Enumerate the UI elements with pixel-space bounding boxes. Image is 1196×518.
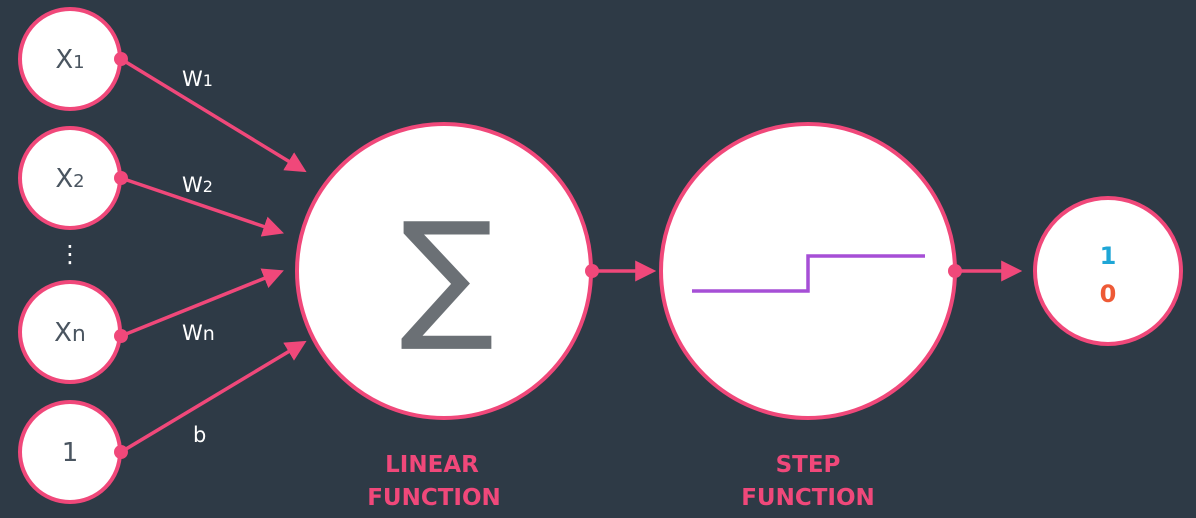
weight-label-w1: W1 [182, 67, 213, 91]
input-node-x1: X1 [18, 7, 122, 111]
weight-label-b: b [193, 423, 206, 447]
input-node-xn: Xn [18, 280, 122, 384]
step-function-icon [692, 254, 925, 293]
weight-label-wn: Wn [182, 321, 215, 345]
edge-x1-linear [120, 57, 307, 173]
step-function-node [659, 122, 957, 420]
weight-label-w2: W2 [182, 173, 213, 197]
output-node: 1 0 [1033, 196, 1183, 346]
step-caption-line2: FUNCTION [741, 485, 875, 511]
output-value-one: 1 [1100, 242, 1117, 270]
input-label-xn: Xn [54, 318, 86, 348]
linear-function-node: ∑ [295, 122, 593, 420]
linear-caption-line2: FUNCTION [367, 485, 501, 511]
port-linear-out [585, 264, 599, 278]
port-bias [114, 445, 128, 459]
port-step-out [948, 264, 962, 278]
output-value-zero: 0 [1100, 280, 1117, 308]
input-label-x2: X2 [55, 164, 84, 194]
input-ellipsis: ⋮ [58, 240, 82, 268]
port-xn [114, 329, 128, 343]
input-node-x2: X2 [18, 126, 122, 230]
input-node-bias: 1 [18, 400, 122, 504]
input-label-x1: X1 [55, 45, 84, 75]
input-label-bias: 1 [62, 438, 79, 468]
linear-caption-line1: LINEAR [385, 452, 479, 478]
edge-bias-linear [120, 340, 307, 454]
edge-x2-linear [120, 176, 284, 237]
port-x1 [114, 52, 128, 66]
edge-xn-linear [120, 268, 284, 338]
step-caption-line1: STEP [776, 452, 841, 478]
sigma-icon: ∑ [400, 193, 494, 356]
port-x2 [114, 171, 128, 185]
